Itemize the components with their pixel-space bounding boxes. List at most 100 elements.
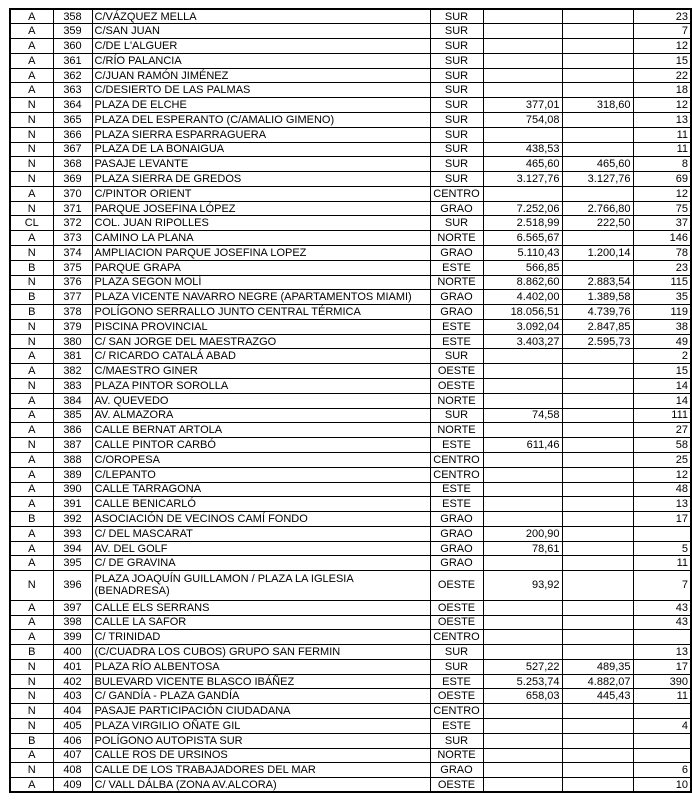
cell-number: 396 (52, 570, 93, 601)
cell-name: BULEVARD VICENTE BLASCO IBÁÑEZ (91, 673, 431, 690)
cell-count: 7 (632, 570, 692, 601)
cell-name: PLAZA VIRGILIO OÑATE GIL (91, 718, 431, 734)
cell-name: PLAZA RÍO ALBENTOSA (91, 658, 431, 675)
cell-category: B (9, 511, 54, 527)
table-row: A 360 C/DE L'ALGUER SUR 12 (9, 38, 692, 54)
cell-count: 49 (632, 333, 692, 350)
cell-value2: 2.595,73 (561, 333, 634, 350)
cell-name: C/VÁZQUEZ MELLA (91, 8, 431, 25)
cell-category: B (9, 259, 54, 276)
cell-value2 (561, 732, 634, 749)
cell-value1: 5.110,43 (482, 245, 563, 261)
cell-name: CALLE BENICARLÓ (91, 496, 431, 513)
cell-value1 (482, 126, 563, 143)
cell-name: CALLE LA SAFOR (91, 614, 431, 631)
cell-name: C/DE L'ALGUER (91, 38, 431, 54)
table-row: N 379 PISCINA PROVINCIAL ESTE 3.092,04 2.847,… (9, 318, 692, 335)
cell-zone: GRAO (429, 304, 484, 320)
cell-category: A (9, 185, 54, 202)
cell-value1: 377,01 (482, 97, 563, 113)
cell-value2 (561, 407, 634, 424)
cell-value1 (482, 511, 563, 527)
table-row: N 364 PLAZA DE ELCHE SUR 377,01 318,60 12 (9, 97, 692, 113)
cell-value1 (482, 762, 563, 779)
cell-number: 365 (52, 111, 93, 128)
cell-value1: 2.518,99 (482, 215, 563, 232)
cell-category: A (9, 481, 54, 498)
table-row: A 382 C/MAESTRO GINER OESTE 15 (9, 363, 692, 380)
cell-number: 378 (52, 304, 93, 320)
cell-number: 395 (52, 555, 93, 572)
cell-zone: SUR (429, 141, 484, 158)
cell-number: 408 (52, 762, 93, 779)
cell-number: 386 (52, 422, 93, 439)
cell-category: A (9, 540, 54, 557)
cell-value2 (561, 570, 634, 601)
cell-value1 (482, 644, 563, 660)
cell-line: (BENADRESA) (94, 585, 170, 598)
cell-zone: CENTRO (429, 451, 484, 468)
cell-category: N (9, 126, 54, 143)
table-row: N 383 PLAZA PINTOR SOROLLA OESTE 14 (9, 378, 692, 394)
cell-number: 390 (52, 481, 93, 498)
cell-value1: 200,90 (482, 525, 563, 542)
cell-zone: ESTE (429, 673, 484, 690)
table-row: A 398 CALLE LA SAFOR OESTE 43 (9, 614, 692, 631)
cell-zone: GRAO (429, 200, 484, 217)
cell-zone: SUR (429, 82, 484, 99)
cell-count: 11 (632, 555, 692, 572)
cell-name: C/LEPANTO (91, 466, 431, 483)
cell-name: CALLE BERNAT ARTOLA (91, 422, 431, 439)
cell-count: 18 (632, 82, 692, 99)
cell-count: 5 (632, 540, 692, 557)
cell-count: 35 (632, 289, 692, 306)
cell-zone: ESTE (429, 481, 484, 498)
cell-category: A (9, 599, 54, 616)
cell-value1 (482, 747, 563, 764)
cell-name: C/ SAN JORGE DEL MAESTRAZGO (91, 333, 431, 350)
cell-value1 (482, 703, 563, 720)
cell-name: PASAJE LEVANTE (91, 156, 431, 173)
cell-number: 394 (52, 540, 93, 557)
cell-name: C/ RICARDO CATALÁ ABAD (91, 348, 431, 365)
table-row: B 406 POLÍGONO AUTOPISTA SUR SUR (9, 732, 692, 749)
cell-count: 23 (632, 8, 692, 25)
cell-value1 (482, 348, 563, 365)
cell-count: 7 (632, 23, 692, 40)
table-row: A 384 AV. QUEVEDO NORTE 14 (9, 392, 692, 409)
cell-value2 (561, 52, 634, 69)
cell-count: 37 (632, 215, 692, 232)
cell-category: B (9, 644, 54, 660)
cell-name: C/JUAN RAMÓN JIMÉNEZ (91, 67, 431, 84)
cell-category: A (9, 407, 54, 424)
cell-number: 389 (52, 466, 93, 483)
cell-zone: OESTE (429, 599, 484, 616)
cell-value1 (482, 185, 563, 202)
cell-category: A (9, 230, 54, 246)
cell-value2 (561, 230, 634, 246)
cell-count: 11 (632, 126, 692, 143)
cell-value1 (482, 777, 563, 793)
cell-value2 (561, 348, 634, 365)
cell-value1: 6.565,67 (482, 230, 563, 246)
cell-value2: 2.883,54 (561, 274, 634, 291)
table-row: A 358 C/VÁZQUEZ MELLA SUR 23 (9, 8, 692, 25)
cell-value2 (561, 378, 634, 394)
cell-category: N (9, 658, 54, 675)
cell-number: 371 (52, 200, 93, 217)
cell-number: 366 (52, 126, 93, 143)
cell-zone: SUR (429, 215, 484, 232)
document-page: A 358 C/VÁZQUEZ MELLA SUR 23 A 359 C/SAN JUAN SU… (0, 8, 692, 794)
cell-category: A (9, 496, 54, 513)
cell-number: 381 (52, 348, 93, 365)
cell-value1: 5.253,74 (482, 673, 563, 690)
table-row: A 381 C/ RICARDO CATALÁ ABAD SUR 2 (9, 348, 692, 365)
cell-category: A (9, 67, 54, 84)
cell-value1 (482, 52, 563, 69)
cell-value1: 8.862,60 (482, 274, 563, 291)
table-row: A 390 CALLE TARRAGONA ESTE 48 (9, 481, 692, 498)
cell-count (632, 525, 692, 542)
cell-count: 119 (632, 304, 692, 320)
cell-name: CALLE TARRAGONA (91, 481, 431, 498)
cell-count: 75 (632, 200, 692, 217)
